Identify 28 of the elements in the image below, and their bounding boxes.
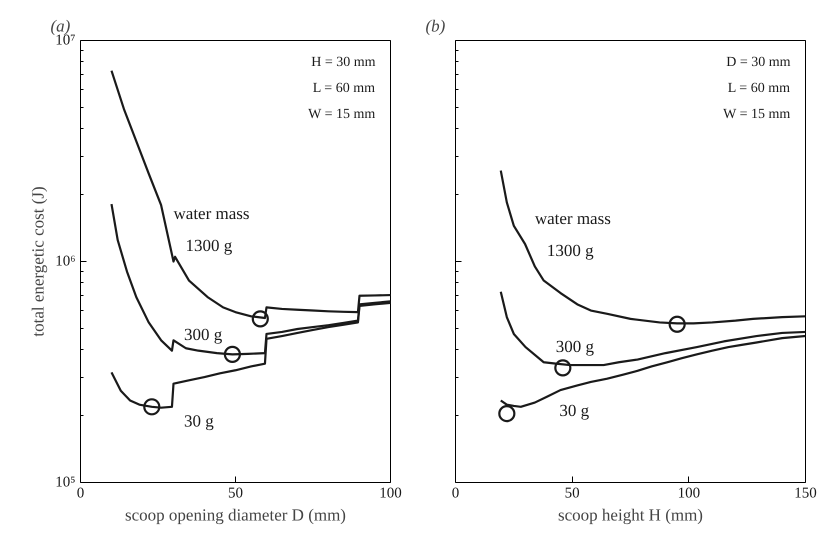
series-label: 30 g — [184, 411, 214, 430]
annotation: H = 30 mm — [311, 55, 376, 70]
series-label: 1300 g — [186, 236, 233, 255]
x-tick-label: 50 — [564, 486, 580, 502]
annotation: D = 30 mm — [726, 55, 791, 70]
annotation: W = 15 mm — [308, 107, 376, 122]
x-axis-title: scoop opening diameter D (mm) — [125, 506, 346, 524]
series-label: 300 g — [556, 336, 594, 356]
chart-title: (b) — [426, 16, 446, 36]
x-axis-title: scoop height H (mm) — [558, 506, 703, 524]
series-label: 1300 g — [546, 240, 594, 260]
series-label: 300 g — [184, 325, 223, 344]
legend-title: water mass — [534, 208, 611, 228]
y-axis-title: total energetic cost (J) — [28, 186, 48, 337]
x-tick-label: 100 — [678, 486, 700, 502]
annotation: L = 60 mm — [728, 81, 790, 96]
chart-title: (a) — [50, 16, 71, 36]
x-tick-label: 50 — [228, 486, 243, 502]
y-tick-label: 10⁶ — [55, 254, 76, 270]
x-tick-label: 150 — [794, 486, 817, 502]
y-tick-label: 10⁵ — [55, 474, 76, 490]
x-tick-label: 100 — [379, 486, 402, 502]
annotation: L = 60 mm — [312, 81, 376, 96]
x-tick-label: 0 — [76, 486, 84, 502]
x-tick-label: 0 — [452, 486, 460, 502]
series-label: 30 g — [559, 400, 590, 420]
annotation: W = 15 mm — [723, 107, 790, 122]
legend-title: water mass — [174, 204, 250, 223]
